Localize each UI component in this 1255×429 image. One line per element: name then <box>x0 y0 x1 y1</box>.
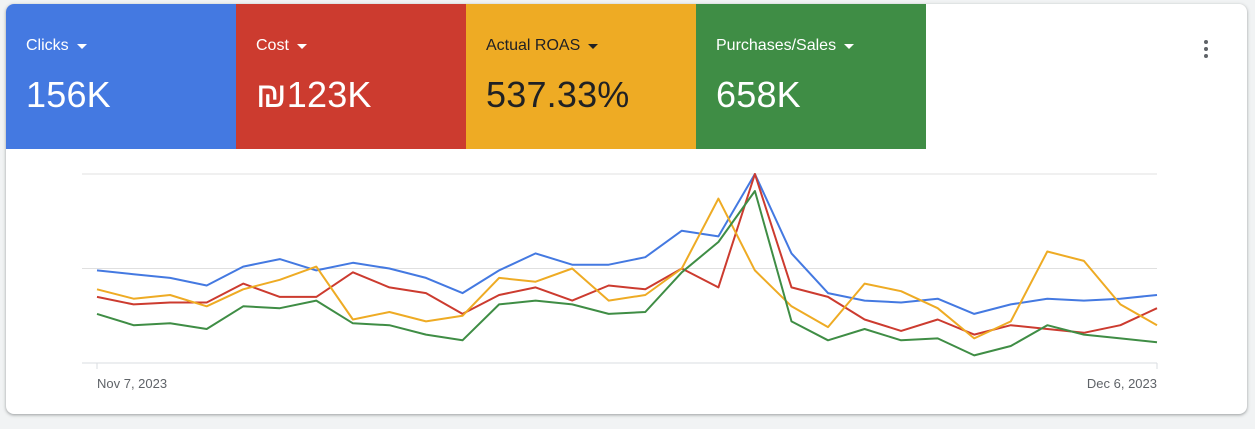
metric-tile-cost[interactable]: Cost ₪123K <box>236 4 466 149</box>
dropdown-caret-icon <box>844 43 855 49</box>
metric-label-purchases-sales: Purchases/Sales <box>716 37 837 54</box>
series-line-0[interactable] <box>96 173 1158 315</box>
dropdown-caret-icon <box>296 43 307 49</box>
metric-tiles: Clicks 156K Cost ₪123K Actual ROAS 537.3… <box>6 4 926 149</box>
metric-value-cost: ₪123K <box>256 74 372 115</box>
series-line-2[interactable] <box>96 197 1158 340</box>
metric-value-actual-roas: 537.33% <box>486 74 630 115</box>
metric-tile-actual-roas[interactable]: Actual ROAS 537.33% <box>466 4 696 149</box>
dropdown-caret-icon <box>588 43 599 49</box>
series-line-1[interactable] <box>96 173 1158 336</box>
line-chart: Nov 7, 2023 Dec 6, 2023 <box>82 173 1158 391</box>
performance-card: Clicks 156K Cost ₪123K Actual ROAS 537.3… <box>6 4 1247 414</box>
metric-tile-purchases-sales[interactable]: Purchases/Sales 658K <box>696 4 926 149</box>
metric-label-cost: Cost <box>256 37 289 54</box>
more-vert-icon <box>1204 40 1208 44</box>
more-options-button[interactable] <box>1191 34 1221 64</box>
metric-value-clicks: 156K <box>26 74 111 115</box>
x-tick-label-end: Dec 6, 2023 <box>1087 376 1157 391</box>
dropdown-caret-icon <box>76 43 87 49</box>
metric-label-clicks: Clicks <box>26 37 69 54</box>
x-tick-label-start: Nov 7, 2023 <box>97 376 167 391</box>
metric-tile-clicks[interactable]: Clicks 156K <box>6 4 236 149</box>
metric-label-actual-roas: Actual ROAS <box>486 37 581 54</box>
series-line-3[interactable] <box>96 190 1158 357</box>
metric-value-purchases-sales: 658K <box>716 74 801 115</box>
